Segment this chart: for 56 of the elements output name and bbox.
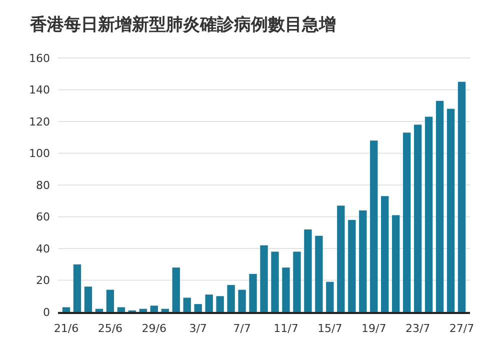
bar: [260, 245, 268, 312]
y-tick-label: 100: [29, 147, 50, 160]
bar: [95, 308, 104, 312]
x-tick-label: 29/6: [142, 322, 166, 335]
bar: [161, 308, 169, 312]
y-tick-label: 160: [29, 52, 50, 65]
bar: [106, 290, 114, 312]
bar: [293, 252, 301, 312]
bar: [216, 296, 224, 312]
bar: [249, 274, 257, 312]
bar: [446, 108, 455, 312]
y-tick-label: 80: [36, 178, 50, 192]
bar: [271, 252, 279, 312]
bar: [282, 268, 290, 312]
bar: [381, 196, 389, 312]
bar: [424, 116, 433, 312]
bar: [194, 304, 202, 312]
x-tick-label: 19/7: [362, 322, 386, 335]
bar: [73, 264, 82, 312]
y-tick-label: 20: [36, 274, 50, 288]
chart-title: 香港每日新增新型肺炎確診病例數目急增: [29, 15, 336, 35]
y-tick-label: 140: [29, 84, 50, 97]
bar: [414, 124, 422, 312]
x-tick-label: 11/7: [274, 322, 298, 335]
bar: [337, 206, 345, 312]
bar: [139, 308, 147, 312]
bar: [348, 220, 356, 312]
bar: [359, 210, 367, 312]
x-tick-label: 23/7: [405, 322, 430, 335]
x-tick-label: 25/6: [98, 322, 123, 335]
bar: [458, 82, 466, 312]
bar: [315, 236, 323, 312]
bar: [370, 140, 378, 312]
bar: [238, 290, 246, 312]
y-tick-label: 0: [43, 306, 50, 319]
bar: [392, 215, 400, 312]
x-tick-label: 7/7: [233, 322, 251, 335]
bar: [402, 132, 411, 312]
bar: [436, 100, 444, 312]
y-tick-label: 60: [36, 210, 50, 224]
bar: [304, 229, 312, 312]
x-tick-label: 3/7: [189, 322, 207, 335]
bar: [84, 286, 92, 312]
bar: [150, 306, 158, 312]
bar: [326, 282, 334, 312]
bar: [117, 307, 126, 312]
y-tick-label: 40: [36, 242, 50, 256]
bar: [227, 285, 235, 312]
bar: [62, 307, 70, 312]
bar: [183, 298, 191, 312]
bar: [172, 268, 180, 312]
x-tick-label: 21/6: [54, 322, 79, 335]
bar: [205, 294, 213, 312]
x-tick-label: 15/7: [318, 322, 342, 335]
x-tick-label: 27/7: [449, 322, 474, 335]
y-tick-label: 120: [29, 115, 50, 128]
